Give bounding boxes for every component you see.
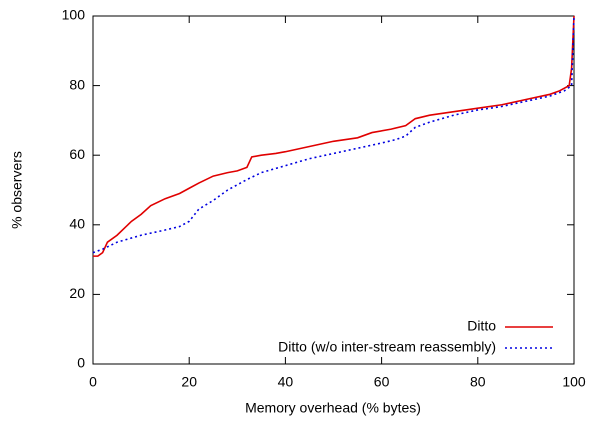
y-axis-label: % observers bbox=[9, 151, 25, 229]
y-tick-label: 60 bbox=[69, 146, 85, 162]
y-tick-label: 80 bbox=[69, 76, 85, 92]
x-tick-label: 100 bbox=[562, 374, 586, 390]
legend-label: Ditto bbox=[467, 318, 496, 334]
x-tick-label: 80 bbox=[470, 374, 486, 390]
x-tick-label: 40 bbox=[278, 374, 294, 390]
y-tick-label: 0 bbox=[77, 355, 85, 371]
x-tick-label: 60 bbox=[374, 374, 390, 390]
series-line bbox=[93, 15, 575, 257]
legend-label: Ditto (w/o inter-stream reassembly) bbox=[278, 339, 496, 355]
y-tick-label: 100 bbox=[62, 7, 86, 23]
series-line bbox=[92, 15, 575, 254]
y-tick-label: 20 bbox=[69, 285, 85, 301]
x-axis-label: Memory overhead (% bytes) bbox=[245, 400, 421, 416]
x-tick-label: 20 bbox=[181, 374, 197, 390]
x-tick-label: 0 bbox=[89, 374, 97, 390]
y-tick-label: 40 bbox=[69, 216, 85, 232]
plot-frame bbox=[92, 15, 575, 365]
